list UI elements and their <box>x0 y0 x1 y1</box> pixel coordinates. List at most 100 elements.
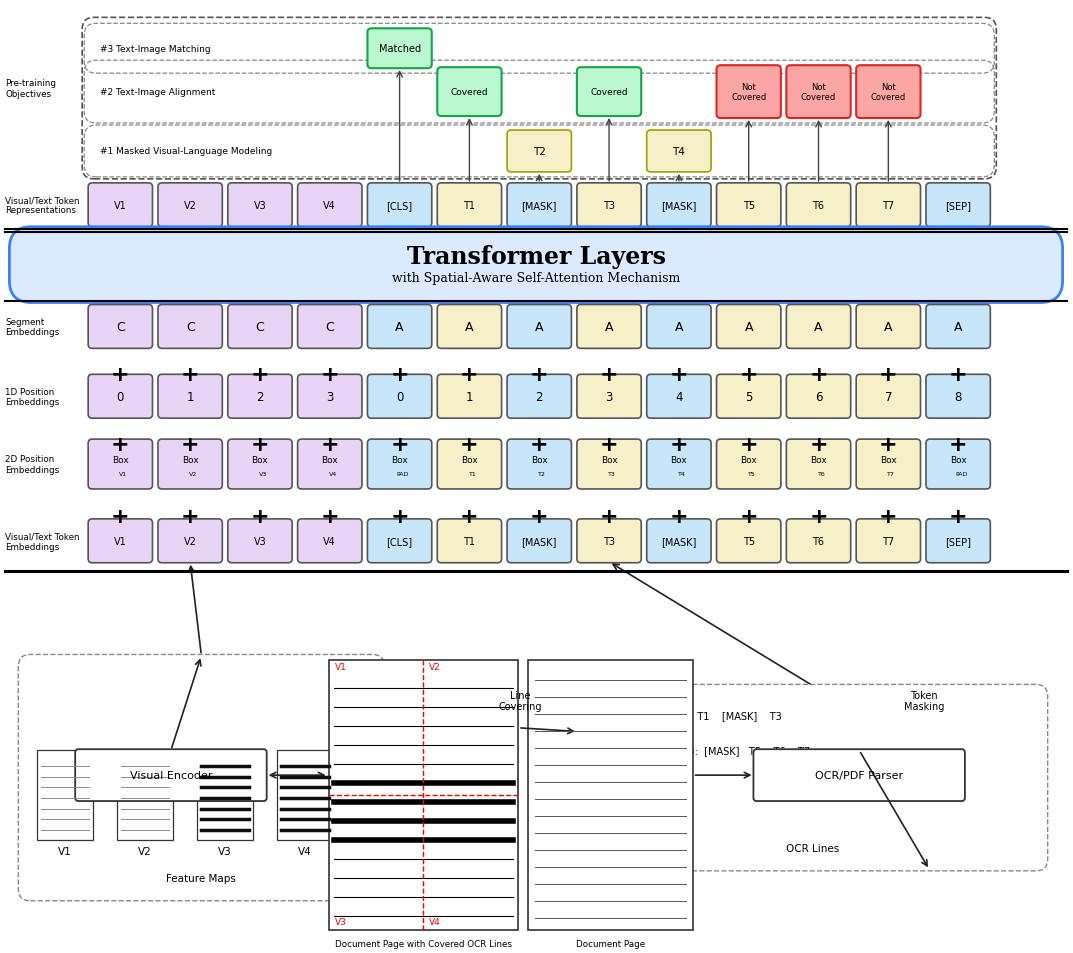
Text: V4: V4 <box>323 537 336 546</box>
Text: 4: 4 <box>675 391 682 403</box>
Text: T3: T3 <box>603 537 615 546</box>
Text: V3: V3 <box>259 471 267 476</box>
FancyBboxPatch shape <box>438 439 501 490</box>
FancyBboxPatch shape <box>577 184 642 228</box>
Text: Visual/Text Token
Embeddings: Visual/Text Token Embeddings <box>5 532 79 551</box>
FancyBboxPatch shape <box>926 184 990 228</box>
FancyBboxPatch shape <box>297 519 362 563</box>
Text: V1: V1 <box>58 846 72 856</box>
FancyBboxPatch shape <box>38 750 93 840</box>
FancyBboxPatch shape <box>856 184 921 228</box>
Text: V2: V2 <box>183 537 196 546</box>
Text: +: + <box>460 435 479 455</box>
Text: Pre-training
Objectives: Pre-training Objectives <box>5 79 57 99</box>
Text: T6: T6 <box>812 537 824 546</box>
FancyBboxPatch shape <box>717 439 781 490</box>
Text: +: + <box>809 506 828 526</box>
Text: A: A <box>395 320 403 334</box>
Text: +: + <box>321 506 339 526</box>
FancyBboxPatch shape <box>438 305 501 349</box>
FancyBboxPatch shape <box>647 131 711 172</box>
FancyBboxPatch shape <box>508 375 572 418</box>
FancyBboxPatch shape <box>926 375 990 418</box>
FancyBboxPatch shape <box>88 305 152 349</box>
Text: with Spatial-Aware Self-Attention Mechanism: with Spatial-Aware Self-Attention Mechan… <box>392 272 680 285</box>
Text: T6: T6 <box>812 200 824 211</box>
Text: [MASK]: [MASK] <box>661 200 696 211</box>
Text: +: + <box>530 506 548 526</box>
Text: V2: V2 <box>183 200 196 211</box>
Text: V2: V2 <box>189 471 197 476</box>
Text: V2: V2 <box>138 846 152 856</box>
Text: +: + <box>809 435 828 455</box>
FancyBboxPatch shape <box>926 519 990 563</box>
Text: #2 Text-Image Alignment: #2 Text-Image Alignment <box>100 88 216 97</box>
Text: +: + <box>111 506 130 526</box>
FancyBboxPatch shape <box>227 519 292 563</box>
FancyBboxPatch shape <box>926 305 990 349</box>
FancyBboxPatch shape <box>158 439 222 490</box>
Text: A: A <box>605 320 614 334</box>
Text: V4: V4 <box>429 917 441 925</box>
Text: [CLS]: [CLS] <box>386 537 413 546</box>
Text: V3: V3 <box>253 537 266 546</box>
FancyBboxPatch shape <box>787 184 851 228</box>
Text: Segment
Embeddings: Segment Embeddings <box>5 317 60 336</box>
FancyBboxPatch shape <box>158 519 222 563</box>
Text: Box: Box <box>392 456 408 464</box>
Text: A: A <box>535 320 544 334</box>
Text: +: + <box>949 365 968 385</box>
Text: [CLS]: [CLS] <box>386 200 413 211</box>
Text: T5: T5 <box>743 200 754 211</box>
Text: Box: Box <box>880 456 897 464</box>
Text: T5: T5 <box>748 471 755 476</box>
FancyBboxPatch shape <box>88 375 152 418</box>
Text: T3: T3 <box>603 200 615 211</box>
Text: Matched: Matched <box>379 44 421 54</box>
Text: +: + <box>739 506 758 526</box>
Text: +: + <box>321 435 339 455</box>
Text: V1: V1 <box>114 200 127 211</box>
FancyBboxPatch shape <box>856 66 921 119</box>
Text: Covered: Covered <box>590 88 628 97</box>
FancyBboxPatch shape <box>75 749 267 801</box>
Text: Covered: Covered <box>451 88 488 97</box>
FancyBboxPatch shape <box>856 439 921 490</box>
FancyBboxPatch shape <box>787 519 851 563</box>
Text: OCR/PDF Parser: OCR/PDF Parser <box>815 770 903 781</box>
Text: 8: 8 <box>955 391 961 403</box>
FancyBboxPatch shape <box>787 439 851 490</box>
Text: Line 2 (not covered):  [MASK]   T5    T6    T7: Line 2 (not covered): [MASK] T5 T6 T7 <box>596 745 810 756</box>
FancyBboxPatch shape <box>227 184 292 228</box>
FancyBboxPatch shape <box>856 305 921 349</box>
Text: 6: 6 <box>814 391 822 403</box>
Text: V4: V4 <box>297 846 311 856</box>
Text: Box: Box <box>322 456 338 464</box>
Text: +: + <box>600 506 618 526</box>
Text: +: + <box>670 506 688 526</box>
Text: C: C <box>116 320 124 334</box>
FancyBboxPatch shape <box>367 519 431 563</box>
FancyBboxPatch shape <box>88 439 152 490</box>
Text: A: A <box>745 320 753 334</box>
Text: +: + <box>111 435 130 455</box>
Text: +: + <box>460 365 479 385</box>
Text: +: + <box>949 506 968 526</box>
Text: +: + <box>391 365 409 385</box>
Text: +: + <box>530 435 548 455</box>
Text: [MASK]: [MASK] <box>661 537 696 546</box>
Text: Feature Maps: Feature Maps <box>166 873 236 882</box>
Text: Box: Box <box>950 456 967 464</box>
Text: #1 Masked Visual-Language Modeling: #1 Masked Visual-Language Modeling <box>100 148 273 156</box>
Text: V1: V1 <box>119 471 128 476</box>
Text: V3: V3 <box>335 917 347 925</box>
FancyBboxPatch shape <box>367 375 431 418</box>
FancyBboxPatch shape <box>297 375 362 418</box>
FancyBboxPatch shape <box>647 375 711 418</box>
FancyBboxPatch shape <box>297 184 362 228</box>
Text: V3: V3 <box>218 846 232 856</box>
FancyBboxPatch shape <box>717 184 781 228</box>
FancyBboxPatch shape <box>196 750 253 840</box>
Text: A: A <box>675 320 684 334</box>
FancyBboxPatch shape <box>787 375 851 418</box>
